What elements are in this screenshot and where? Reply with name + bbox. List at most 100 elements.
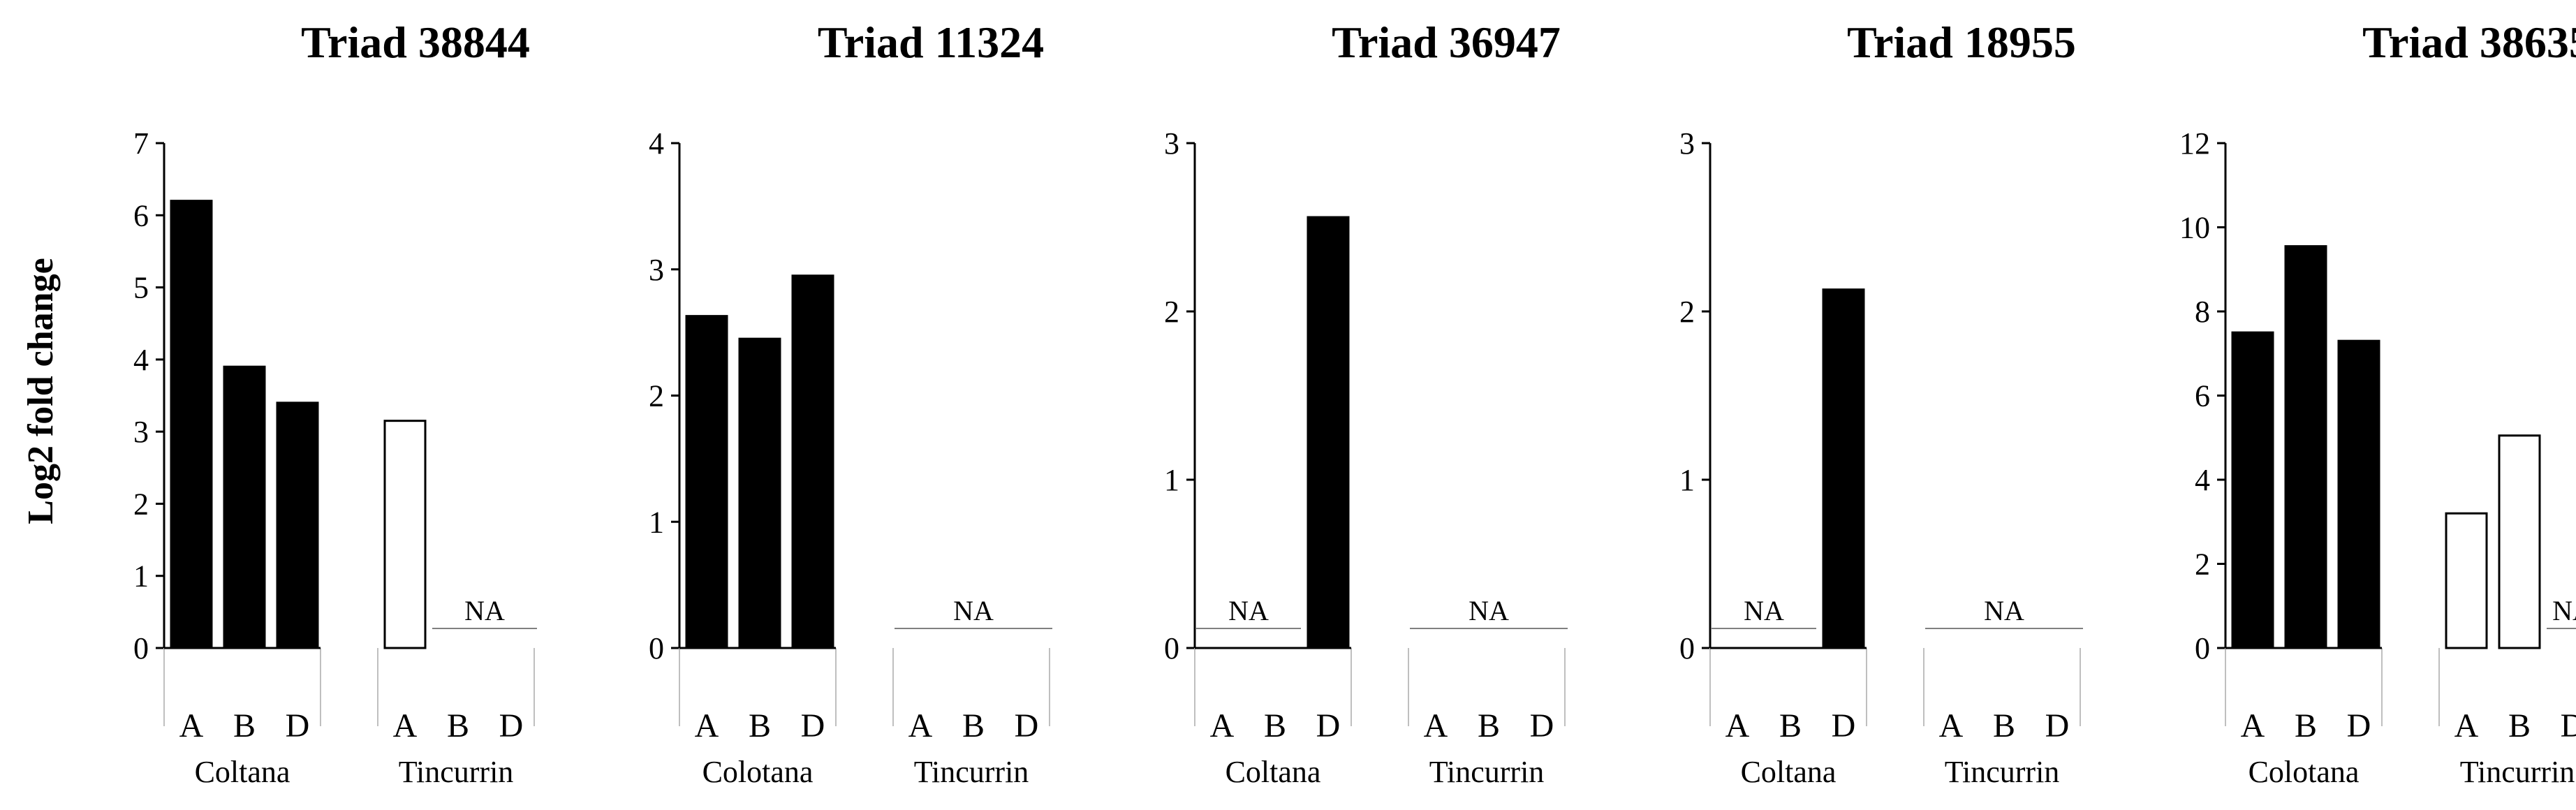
y-tick-label: 3 <box>649 253 664 287</box>
bar-A <box>170 200 213 649</box>
na-label: NA <box>1744 595 1784 626</box>
category-label: D <box>2045 707 2070 744</box>
bar-A <box>2445 512 2488 649</box>
group-label: Coltana <box>195 755 290 789</box>
category-label: B <box>962 707 985 744</box>
category-label: B <box>1478 707 1500 744</box>
bar-D <box>791 274 834 649</box>
group-label: Tincurrin <box>399 755 514 789</box>
y-tick-label: 3 <box>133 415 149 449</box>
chart-title: Triad 18955 <box>1847 17 2076 67</box>
category-label: B <box>2508 707 2531 744</box>
na-label: NA <box>1984 595 2024 626</box>
y-tick-label: 7 <box>133 126 149 161</box>
category-label: D <box>499 707 524 744</box>
category-label: D <box>2347 707 2371 744</box>
bar-D <box>1307 216 1350 649</box>
y-tick-label: 12 <box>2179 126 2210 161</box>
chart-title: Triad 11324 <box>818 17 1044 67</box>
bar-A <box>685 315 728 649</box>
y-tick-label: 1 <box>1679 463 1695 497</box>
na-label: NA <box>464 595 505 626</box>
y-tick-label: 10 <box>2179 211 2210 245</box>
group-label: Tincurrin <box>1429 755 1545 789</box>
chart-title: Triad 38844 <box>301 17 530 67</box>
bar-A <box>2231 331 2274 649</box>
y-tick-label: 6 <box>133 198 149 233</box>
chart-title: Triad 36947 <box>1332 17 1561 67</box>
bar-B <box>223 365 266 649</box>
group-label: Tincurrin <box>914 755 1029 789</box>
chart-title: Triad 38635 <box>2362 17 2576 67</box>
group-label: Coltana <box>1226 755 1321 789</box>
bar-D <box>1822 288 1865 649</box>
category-label: B <box>749 707 771 744</box>
y-tick-label: 2 <box>2195 547 2210 582</box>
category-label: B <box>1779 707 1802 744</box>
category-label: A <box>1210 707 1235 744</box>
y-tick-label: 1 <box>649 505 664 539</box>
group-label: Colotana <box>2249 755 2360 789</box>
y-tick-label: 0 <box>1679 631 1695 665</box>
category-label: D <box>801 707 825 744</box>
y-tick-label: 0 <box>2195 631 2210 665</box>
na-label: NA <box>1228 595 1269 626</box>
y-tick-label: 2 <box>133 487 149 521</box>
y-tick-label: 4 <box>133 343 149 377</box>
bar-A <box>383 420 427 649</box>
na-label: NA <box>2552 595 2576 626</box>
category-label: D <box>286 707 310 744</box>
y-tick-label: 1 <box>133 559 149 594</box>
category-label: B <box>1264 707 1286 744</box>
category-label: B <box>1993 707 2015 744</box>
y-tick-label: 8 <box>2195 295 2210 329</box>
na-label: NA <box>953 595 994 626</box>
y-tick-label: 4 <box>649 126 664 161</box>
chart-panel-5: Triad 38635024681012ABDColotanaNAABDTinc… <box>2179 17 2576 789</box>
category-label: B <box>2295 707 2317 744</box>
category-label: B <box>233 707 256 744</box>
na-label: NA <box>1469 595 1509 626</box>
category-label: A <box>393 707 418 744</box>
group-label: Colotana <box>702 755 814 789</box>
category-label: A <box>908 707 933 744</box>
category-label: A <box>1424 707 1448 744</box>
category-label: D <box>2561 707 2576 744</box>
category-label: A <box>2241 707 2265 744</box>
category-label: D <box>1832 707 1856 744</box>
y-tick-label: 5 <box>133 271 149 305</box>
y-tick-label: 0 <box>133 631 149 665</box>
group-label: Tincurrin <box>1945 755 2060 789</box>
category-label: D <box>1530 707 1554 744</box>
bar-D <box>276 402 319 649</box>
category-label: D <box>1015 707 1039 744</box>
category-label: A <box>695 707 719 744</box>
y-tick-label: 2 <box>1164 295 1179 329</box>
y-tick-label: 2 <box>649 379 664 413</box>
y-tick-label: 3 <box>1164 126 1179 161</box>
category-label: D <box>1316 707 1341 744</box>
y-tick-label: 0 <box>1164 631 1179 665</box>
bar-B <box>2284 245 2327 649</box>
y-tick-label: 0 <box>649 631 664 665</box>
y-tick-label: 1 <box>1164 463 1179 497</box>
category-label: B <box>447 707 469 744</box>
group-label: Tincurrin <box>2460 755 2575 789</box>
bar-D <box>2337 339 2380 649</box>
category-label: A <box>1939 707 1964 744</box>
bar-B <box>738 337 781 649</box>
group-label: Coltana <box>1741 755 1837 789</box>
y-tick-label: 2 <box>1679 295 1695 329</box>
bar-B <box>2498 434 2541 649</box>
category-label: A <box>2454 707 2479 744</box>
category-label: A <box>1725 707 1750 744</box>
y-tick-label: 6 <box>2195 379 2210 413</box>
category-label: A <box>179 707 204 744</box>
y-tick-label: 4 <box>2195 463 2210 497</box>
